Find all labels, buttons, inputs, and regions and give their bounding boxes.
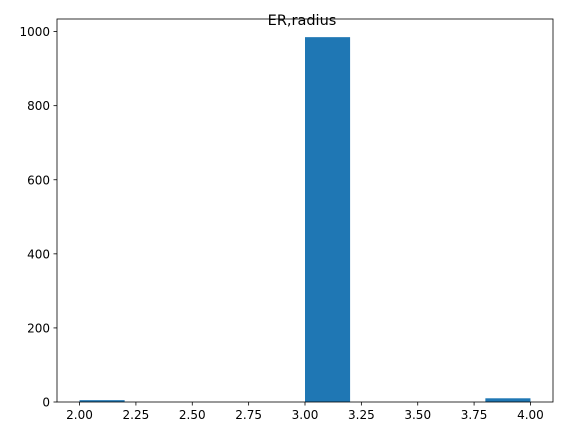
x-tick-label: 4.00 — [517, 408, 544, 422]
x-tick-label: 3.00 — [292, 408, 319, 422]
x-tick-label: 2.50 — [179, 408, 206, 422]
y-tick-label: 800 — [27, 99, 50, 113]
y-tick-label: 0 — [42, 396, 50, 410]
x-tick-label: 2.00 — [66, 408, 93, 422]
plot-frame — [56, 18, 554, 403]
x-tick-label: 2.25 — [123, 408, 150, 422]
y-tick-label: 200 — [27, 321, 50, 335]
x-tick-label: 2.75 — [235, 408, 262, 422]
x-tick-label: 3.50 — [404, 408, 431, 422]
histogram-bar — [305, 37, 351, 402]
x-tick-label: 3.75 — [461, 408, 488, 422]
y-tick-label: 600 — [27, 173, 50, 187]
histogram-bar — [79, 400, 125, 402]
chart-title: ER,radius — [268, 13, 337, 29]
x-tick-label: 3.25 — [348, 408, 375, 422]
bars-group — [79, 37, 531, 402]
y-tick-label: 1000 — [19, 25, 50, 39]
histogram-bar — [485, 398, 531, 402]
y-axis-ticks: 0 200 400 600 800 1000 — [19, 25, 57, 410]
y-tick-label: 400 — [27, 247, 50, 261]
x-axis-ticks: 2.00 2.25 2.50 2.75 3.00 3.25 3.50 3.75 4.00 — [66, 402, 544, 422]
